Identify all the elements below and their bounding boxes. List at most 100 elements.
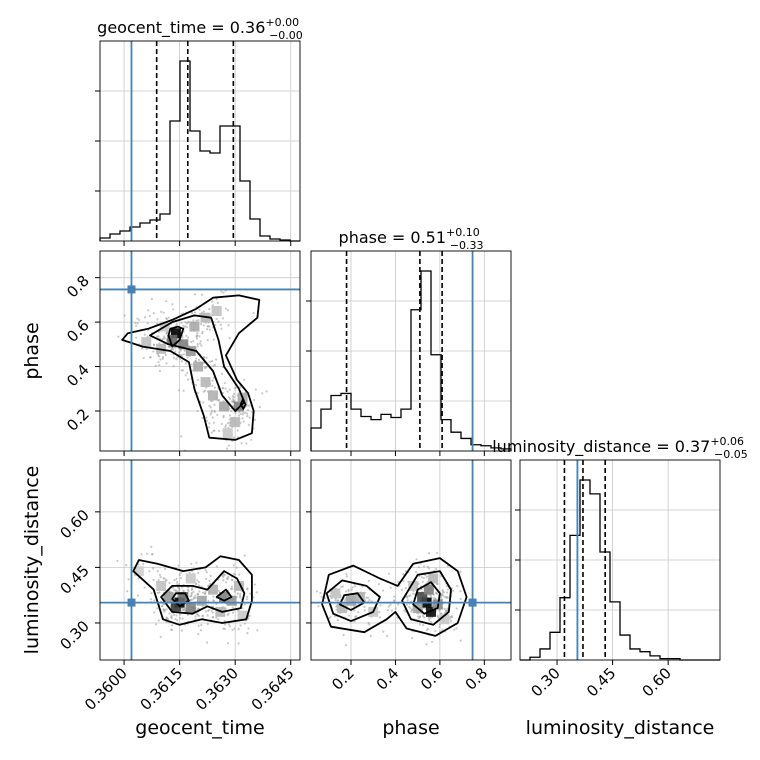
sample-point	[243, 603, 246, 606]
sample-point	[443, 595, 446, 598]
sample-point	[192, 319, 195, 322]
sample-point	[179, 576, 183, 580]
x-tick-label: 0.8	[462, 664, 492, 694]
sample-point	[151, 553, 154, 556]
sample-point	[390, 609, 394, 612]
y-tick-label: 0.30	[56, 617, 92, 653]
sample-point	[411, 636, 414, 640]
sample-point	[246, 595, 249, 598]
sample-point	[187, 378, 190, 381]
sample-point	[198, 342, 202, 345]
sample-point	[232, 404, 235, 408]
sample-point	[205, 356, 208, 359]
sample-point	[228, 625, 232, 628]
sample-point	[208, 422, 211, 425]
sample-point	[265, 390, 268, 393]
sample-point	[127, 578, 130, 581]
sample-point	[425, 628, 429, 631]
sample-point	[459, 590, 462, 593]
sample-point	[196, 343, 199, 346]
y-axis-label: phase	[21, 322, 43, 379]
sample-point	[175, 358, 178, 361]
sample-point	[208, 325, 211, 328]
sample-point	[200, 344, 203, 347]
sample-point	[176, 619, 179, 622]
sample-point	[227, 396, 230, 399]
sample-point	[227, 444, 230, 447]
sample-point	[226, 642, 230, 645]
sample-point	[177, 583, 181, 586]
density-cell	[230, 417, 241, 428]
y-tick-label: 0.60	[56, 506, 92, 542]
sample-point	[253, 583, 256, 586]
sample-point	[180, 321, 183, 324]
sample-point	[180, 435, 183, 438]
panel-border	[310, 459, 512, 661]
sample-point	[336, 618, 340, 622]
sample-point	[215, 565, 218, 568]
sample-point	[389, 603, 392, 606]
sample-point	[345, 572, 348, 576]
sample-point	[184, 305, 187, 309]
sample-point	[247, 617, 250, 620]
sample-point	[459, 570, 462, 573]
sample-point	[452, 589, 455, 592]
sample-point	[446, 588, 450, 591]
sample-point	[159, 635, 162, 639]
sample-point	[204, 389, 207, 392]
sample-point	[446, 607, 449, 610]
contour-line	[215, 588, 233, 602]
sample-point	[387, 605, 390, 608]
sample-point	[136, 322, 139, 325]
sample-point	[202, 310, 205, 313]
x-tick-label: 0.30	[528, 664, 564, 700]
sample-point	[175, 614, 178, 617]
sample-point	[420, 576, 423, 579]
sample-point	[156, 322, 159, 325]
sample-point	[208, 582, 212, 585]
sample-point	[237, 642, 240, 645]
sample-point	[146, 552, 149, 555]
sample-point	[201, 416, 204, 420]
histogram-step	[520, 479, 720, 661]
sample-point	[157, 330, 161, 334]
density-cell	[222, 428, 233, 439]
sample-point	[196, 409, 199, 413]
sample-point	[211, 416, 214, 419]
sample-point	[176, 583, 179, 586]
sample-point	[213, 403, 216, 406]
sample-point	[226, 613, 229, 617]
sample-point	[241, 606, 244, 610]
sample-point	[201, 591, 205, 594]
sample-point	[412, 592, 415, 595]
sample-point	[425, 643, 428, 646]
sample-point	[241, 417, 244, 420]
sample-point	[211, 384, 214, 387]
sample-point	[165, 362, 168, 365]
sample-point	[207, 599, 210, 602]
sample-point	[205, 419, 209, 422]
sample-point	[449, 620, 452, 623]
sample-point	[196, 345, 199, 348]
contour-panel-phase-luminosity_distance: 0.2 0.4 0.6 0.8	[306, 459, 512, 694]
density-cell	[207, 390, 218, 401]
sample-point	[175, 577, 178, 581]
panel-title: luminosity_distance = 0.37+0.06 −0.05	[492, 435, 748, 461]
sample-point	[393, 595, 396, 598]
sample-point	[243, 378, 246, 381]
sample-point	[378, 616, 382, 619]
sample-point	[168, 612, 171, 615]
sample-point	[353, 609, 356, 612]
y-axis-label: luminosity_distance	[21, 466, 43, 655]
sample-point	[204, 568, 207, 572]
sample-point	[230, 585, 234, 588]
sample-point	[234, 411, 237, 414]
sample-point	[210, 609, 213, 612]
sample-point	[190, 340, 193, 344]
sample-point	[368, 623, 371, 626]
sample-point	[242, 420, 245, 423]
sample-point	[441, 628, 444, 631]
sample-point	[179, 617, 182, 620]
sample-point	[182, 389, 185, 392]
sample-point	[146, 322, 149, 325]
